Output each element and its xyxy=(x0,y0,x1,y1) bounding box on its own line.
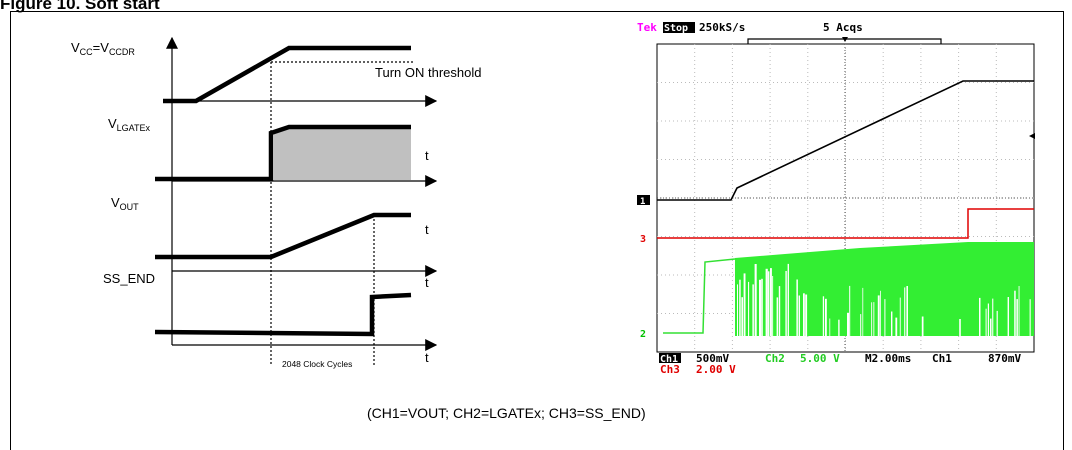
ch1-scale: 500mV xyxy=(696,352,729,365)
ch1-marker: 1 xyxy=(640,197,645,207)
ch2-scale: 5.00 V xyxy=(800,352,840,365)
ch2-marker: 2 xyxy=(640,329,646,340)
t-label-3: t xyxy=(425,275,429,290)
ch1-name: Ch1 xyxy=(660,354,678,365)
timebase: M2.00ms xyxy=(865,352,911,365)
figure-frame xyxy=(10,11,1064,450)
ch3-trace xyxy=(657,208,1034,239)
ch3-scale: 2.00 V xyxy=(696,363,736,376)
ss-end-label: SS_END xyxy=(103,271,155,286)
ch3-marker: 3 xyxy=(640,234,646,245)
vout-label: VOUT xyxy=(111,195,139,212)
sample-rate: 250kS/s xyxy=(699,21,745,34)
vcc-waveform xyxy=(163,45,411,104)
trigger-level: 870mV xyxy=(988,352,1021,365)
acq-count: 5 Acqs xyxy=(823,21,863,34)
vlgate-waveform xyxy=(155,124,411,182)
trigger-level-arrow xyxy=(1029,133,1035,139)
vlgate-fill xyxy=(274,127,411,180)
figure-caption: (CH1=VOUT; CH2=LGATEx; CH3=SS_END) xyxy=(367,405,646,421)
scope-brand: Tek xyxy=(637,21,657,34)
timing-diagram: VCC=VCCDR Turn ON threshold VLGATEx VOUT… xyxy=(71,36,481,369)
ch1-trace xyxy=(657,80,1034,201)
ch3-name: Ch3 xyxy=(660,363,680,376)
figure-title: Figure 10. Soft start xyxy=(0,0,160,13)
t-label-4: t xyxy=(425,350,429,365)
stop-badge xyxy=(663,22,695,33)
ch2-trace xyxy=(735,242,1034,336)
clock-cycles-label: 2048 Clock Cycles xyxy=(282,359,352,369)
scope-state: Stop xyxy=(664,23,688,34)
ss-end-waveform xyxy=(154,292,412,337)
ch2-step xyxy=(663,258,736,334)
threshold-label: Turn ON threshold xyxy=(375,65,481,80)
vlgate-label: VLGATEx xyxy=(108,116,151,133)
trigger-source: Ch1 xyxy=(932,352,952,365)
vout-waveform xyxy=(155,212,411,260)
t-label-1: t xyxy=(425,148,429,163)
vcc-label: VCC=VCCDR xyxy=(71,40,135,57)
ch1-marker-badge xyxy=(637,195,650,205)
ch2-name: Ch2 xyxy=(765,352,785,365)
t-label-2: t xyxy=(425,222,429,237)
